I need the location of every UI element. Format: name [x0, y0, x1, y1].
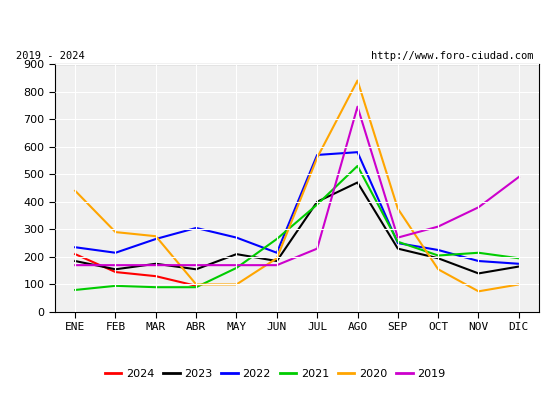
2019 [72, 263, 79, 268]
2020 [314, 155, 321, 160]
2024 [193, 284, 200, 288]
2020 [273, 256, 280, 261]
Line: 2022: 2022 [75, 152, 519, 264]
2019 [152, 263, 159, 268]
2021 [273, 236, 280, 241]
2020 [435, 267, 442, 272]
Text: 2019 - 2024: 2019 - 2024 [16, 51, 85, 61]
2023 [233, 252, 240, 256]
2021 [314, 202, 321, 207]
2021 [112, 284, 119, 288]
2024 [152, 274, 159, 278]
2024 [72, 252, 79, 256]
2023 [273, 259, 280, 264]
2019 [475, 205, 482, 210]
Text: Evolucion Nº Turistas Nacionales en el municipio de Villafufre: Evolucion Nº Turistas Nacionales en el m… [4, 18, 546, 32]
2021 [354, 164, 361, 168]
2019 [394, 235, 401, 240]
2020 [475, 289, 482, 294]
2020 [112, 230, 119, 234]
2022 [112, 250, 119, 255]
2019 [233, 263, 240, 268]
2021 [72, 288, 79, 292]
2023 [112, 267, 119, 272]
2023 [314, 199, 321, 204]
2022 [435, 248, 442, 252]
2023 [72, 259, 79, 264]
Legend: 2024, 2023, 2022, 2021, 2020, 2019: 2024, 2023, 2022, 2021, 2020, 2019 [100, 364, 450, 384]
2019 [112, 263, 119, 268]
2021 [394, 239, 401, 244]
2020 [515, 282, 522, 287]
2019 [435, 224, 442, 229]
2019 [515, 174, 522, 179]
2020 [152, 234, 159, 239]
2022 [72, 245, 79, 250]
2022 [314, 152, 321, 157]
2020 [354, 78, 361, 83]
2021 [233, 266, 240, 270]
2019 [314, 246, 321, 251]
2022 [475, 259, 482, 264]
2019 [354, 104, 361, 109]
2022 [515, 261, 522, 266]
Line: 2020: 2020 [75, 80, 519, 291]
Line: 2023: 2023 [75, 182, 519, 274]
2022 [233, 235, 240, 240]
2021 [435, 253, 442, 258]
2020 [72, 188, 79, 193]
2020 [394, 206, 401, 211]
Line: 2021: 2021 [75, 166, 519, 290]
2022 [152, 236, 159, 241]
2021 [152, 285, 159, 290]
2021 [193, 285, 200, 290]
2022 [354, 150, 361, 154]
2021 [475, 250, 482, 255]
2020 [233, 282, 240, 287]
2020 [193, 282, 200, 287]
2023 [435, 256, 442, 261]
2019 [273, 263, 280, 268]
2023 [394, 246, 401, 251]
2022 [273, 250, 280, 255]
2023 [152, 261, 159, 266]
Line: 2024: 2024 [75, 254, 196, 286]
2024 [112, 270, 119, 274]
2023 [193, 267, 200, 272]
2022 [193, 226, 200, 230]
2023 [354, 180, 361, 185]
Text: http://www.foro-ciudad.com: http://www.foro-ciudad.com [371, 51, 534, 61]
2023 [475, 271, 482, 276]
2023 [515, 264, 522, 269]
2019 [193, 263, 200, 268]
2021 [515, 256, 522, 261]
Line: 2019: 2019 [75, 107, 519, 265]
2022 [394, 241, 401, 246]
